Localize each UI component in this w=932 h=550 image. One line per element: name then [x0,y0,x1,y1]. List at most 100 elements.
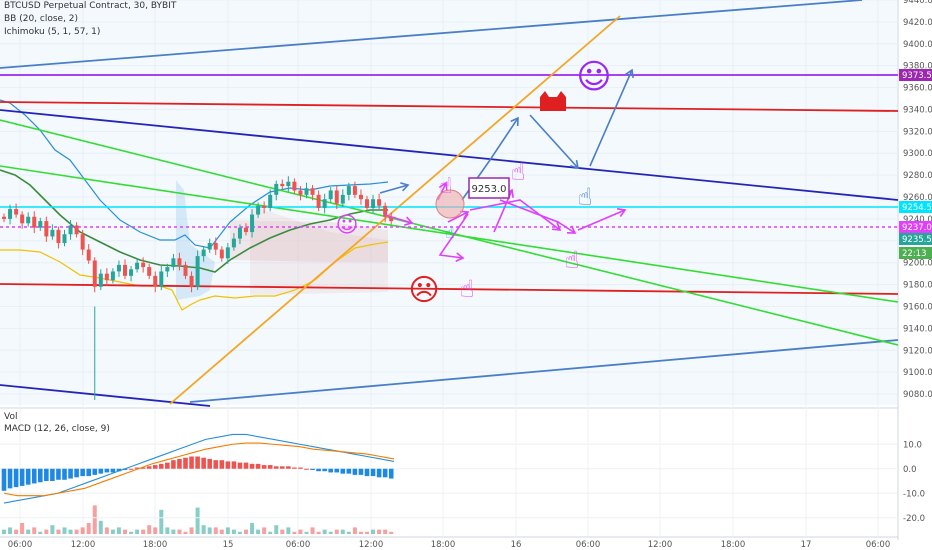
forecast-arrow-head [404,216,414,226]
macd-histogram-bar [13,468,19,488]
macd-histogram-bar [38,468,43,483]
price-tag [899,233,932,245]
price-axis-label: 9180.0 [903,281,932,291]
volume-bar [129,531,134,534]
price-axis-label: 9140.0 [903,324,932,334]
volume-bar [159,509,164,534]
candle-body [2,216,6,219]
vol-indicator-label[interactable]: Vol [4,412,18,422]
support-red-line [0,283,899,295]
volume-bar [316,531,321,534]
volume-bar [358,531,363,534]
candle-body [110,271,115,281]
candle-body [20,214,25,224]
candle-body [171,258,176,268]
volume-bar [135,529,140,534]
price-axis-label: 9100.0 [903,368,932,378]
macd-line [3,433,395,504]
macd-histogram-bar [364,468,370,477]
price-callout-box [468,177,510,199]
price-axis-label: 9340.0 [903,105,932,115]
candle-body [231,238,236,248]
ichimoku-cloud-red [230,220,388,262]
forecast-arrow-blue [529,114,579,169]
macd-axis-label: -20.0 [903,514,925,524]
candle-body [44,221,49,237]
hand-pointer-icon: ☝ [439,174,452,199]
volume-bar [141,529,146,534]
volume-bar [20,523,25,534]
volume-bar [8,527,13,534]
volume-bar [292,531,297,534]
hand-pointer-icon: ☝ [565,246,580,274]
macd-histogram-bar [316,468,321,472]
macd-histogram-bar [195,456,200,469]
time-axis-label: 12:00 [71,540,96,550]
macd-indicator-label[interactable]: MACD (12, 26, close, 9) [4,424,110,434]
candle-body [123,264,127,276]
macd-histogram-bar [152,465,158,469]
volume-bar [195,507,200,534]
forecast-arrow-blue [589,69,633,167]
macd-histogram-bar [1,468,7,491]
price-axis-label: 9360.0 [903,84,932,94]
candle-body [250,214,255,233]
candle-body [68,225,73,235]
volume-bar [171,529,176,534]
volume-bar [14,529,19,534]
candle-body [207,243,212,250]
volume-bar [98,520,103,534]
price-tag-text: 9373.5 [902,71,932,81]
forecast-arrow-blue-head [624,68,634,79]
macd-histogram-bar [189,456,194,469]
candle-body [377,199,382,206]
orange-uptrend-line [169,15,621,405]
ichimoku-indicator-label[interactable]: Ichimoku (5, 1, 57, 1) [4,27,101,37]
volume-bar [250,523,255,534]
smile-icon: ☺ [576,57,611,97]
macd-histogram-bar [207,458,212,469]
candle-body [213,243,218,250]
volume-bar [26,529,31,534]
candle-body [280,183,285,187]
macd-histogram-bar [116,468,122,472]
price-tag-text: 22:13 [902,249,927,259]
volume-bar [177,529,182,534]
macd-histogram-bar [44,468,49,481]
target-circle [435,189,465,219]
bb-indicator-label[interactable]: BB (20, close, 2) [4,14,79,24]
macd-histogram-bar [346,468,352,474]
candle-body [56,229,61,243]
volume-bar [56,529,61,534]
volume-bar [298,529,303,534]
time-axis-label: 06:00 [286,540,311,550]
macd-histogram-bar [304,468,309,470]
candle-body [237,227,242,239]
volume-bar [346,531,351,534]
candle-body [244,227,248,233]
volume-bar [219,529,224,534]
macd-histogram-bar [86,468,91,477]
candle-body [141,262,146,268]
candle-body [74,225,79,235]
macd-axis-label: 0.0 [903,465,917,475]
volume-bar [377,529,382,534]
macd-histogram-bar [292,467,297,469]
time-axis-label: 17 [801,540,812,550]
macd-histogram-bar [213,460,219,469]
candle-body [310,188,315,195]
volume-bar [207,527,212,534]
upper-channel-line [0,0,863,69]
macd-histogram-bar [80,468,85,477]
candle-body [183,264,188,276]
macd-histogram-bar [243,462,249,469]
forecast-arrow-head [616,208,627,217]
price-tag-text: 9254.5 [902,203,932,213]
macd-histogram-bar [92,468,98,475]
macd-histogram-bar [171,460,176,469]
candle-body [147,267,152,276]
volume-bar [213,527,218,534]
volume-bar [50,525,55,534]
candle-body [365,199,369,208]
